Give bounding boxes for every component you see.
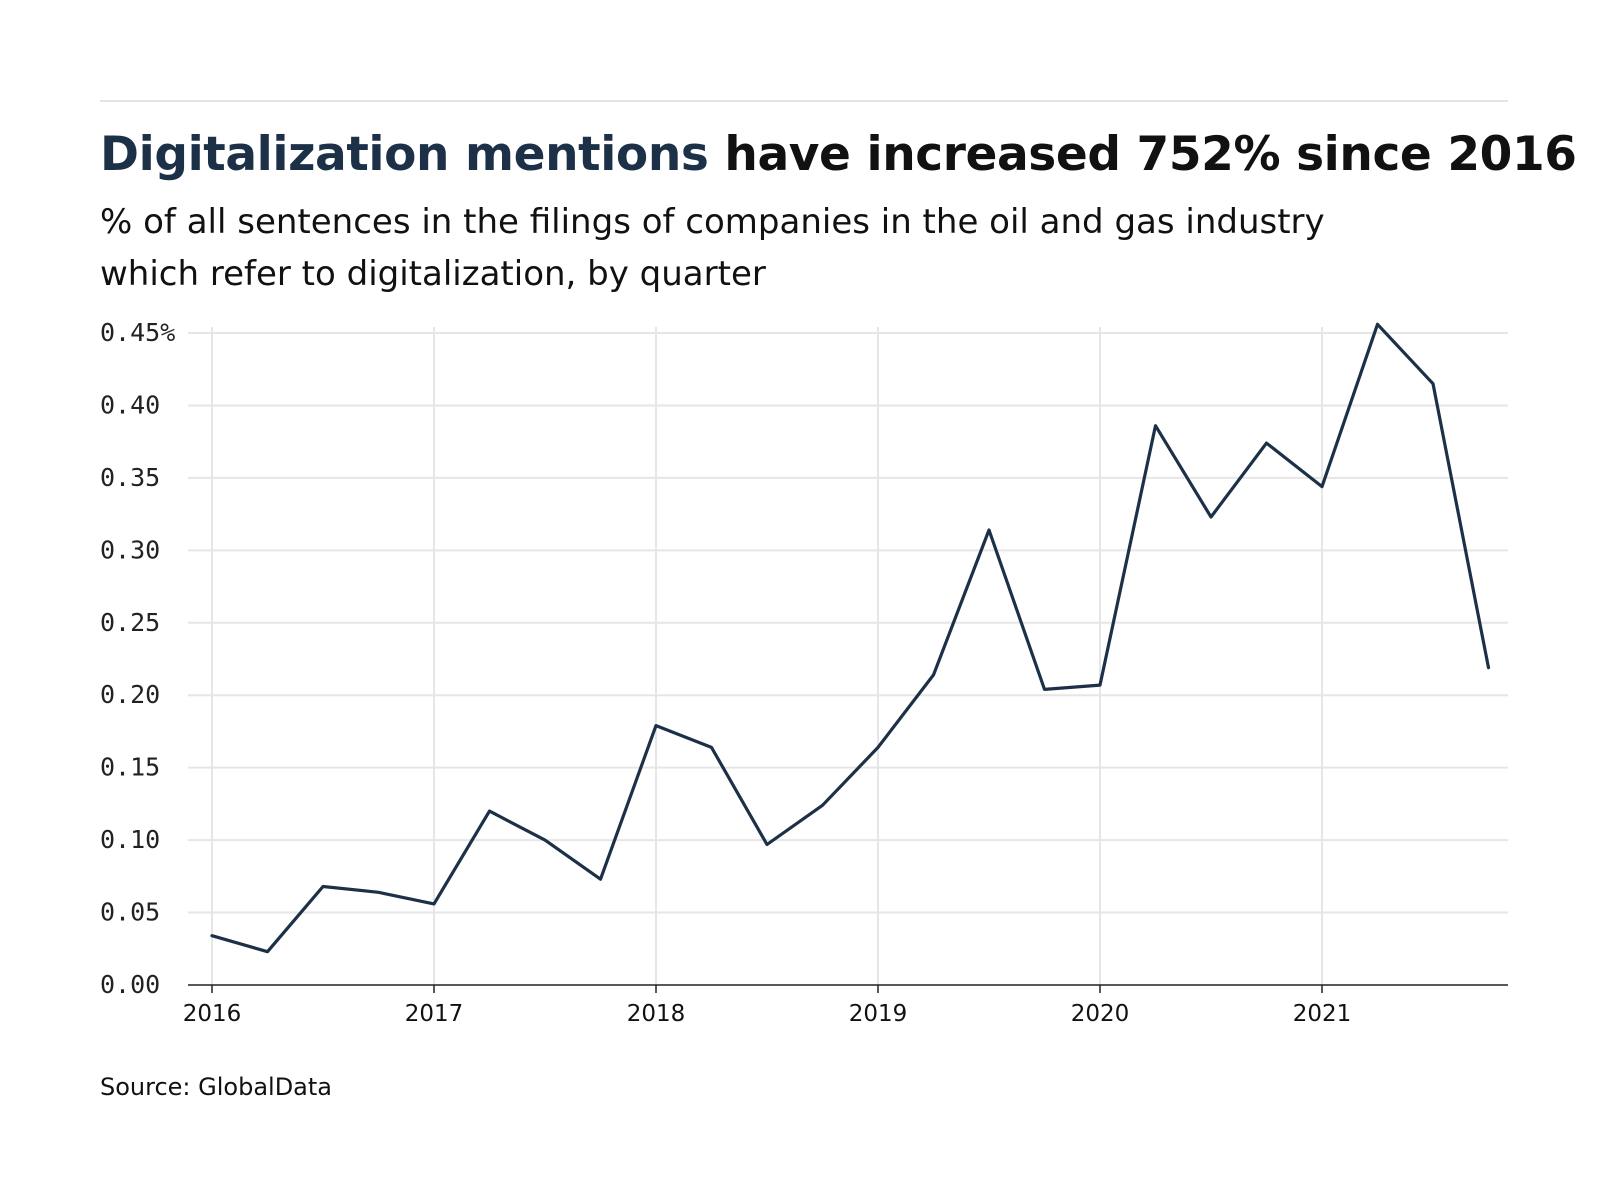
top-divider (100, 100, 1508, 102)
x-tick-label: 2016 (183, 1001, 242, 1027)
x-tick-label: 2019 (849, 1001, 908, 1027)
chart-title-rest: have increased 752% since 2016 (708, 127, 1577, 182)
source-note: Source: GlobalData (100, 1073, 333, 1101)
gridlines (188, 327, 1508, 985)
y-tick-label: 0.10 (100, 825, 160, 854)
x-tick-label: 2020 (1071, 1001, 1130, 1027)
chart-subtitle: % of all sentences in the filings of com… (100, 196, 1520, 300)
chart-subtitle-line-2: which refer to digitalization, by quarte… (100, 254, 766, 294)
x-tick-label: 2017 (405, 1001, 464, 1027)
y-tick-label: 0.30 (100, 535, 160, 564)
chart-title: Digitalization mentions have increased 7… (100, 122, 1577, 188)
series-layer (210, 322, 1491, 954)
x-axis-tick-labels: 2016 2017 2018 2019 2020 2021 (183, 1001, 1352, 1027)
y-tick-label: 0.45% (100, 318, 175, 347)
y-tick-label: 0.15 (100, 753, 160, 782)
y-axis-tick-labels: 0.00 0.05 0.10 0.15 0.20 0.25 0.30 0.35 0.40 0.45… (100, 318, 175, 999)
y-tick-label: 0.00 (100, 970, 160, 999)
y-tick-label: 0.05 (100, 898, 160, 927)
x-tick-label: 2021 (1293, 1001, 1352, 1027)
chart-title-highlight: Digitalization mentions (100, 127, 709, 182)
y-tick-label: 0.40 (100, 390, 160, 419)
axes (188, 984, 1508, 993)
y-tick-label: 0.20 (100, 680, 160, 709)
y-tick-label: 0.35 (100, 463, 160, 492)
chart-subtitle-line-1: % of all sentences in the filings of com… (100, 202, 1325, 242)
x-tick-label: 2018 (627, 1001, 686, 1027)
series-line (210, 322, 1491, 954)
y-tick-label: 0.25 (100, 608, 160, 637)
